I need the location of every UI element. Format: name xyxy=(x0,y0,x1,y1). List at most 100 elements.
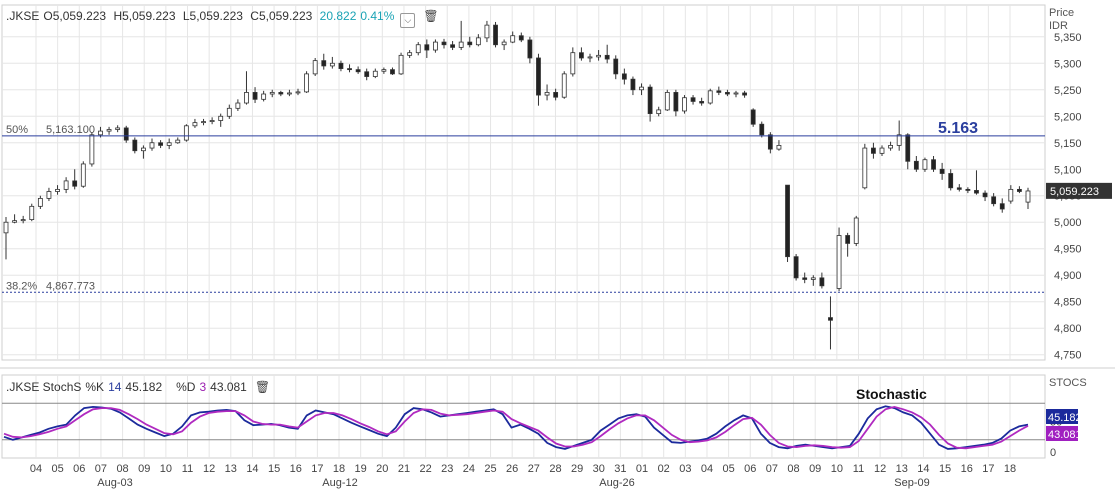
candle-body xyxy=(63,180,69,190)
trash-icon[interactable]: 🗑 xyxy=(254,380,271,394)
candle xyxy=(295,88,301,96)
candle xyxy=(630,76,636,96)
month-label: Sep-09 xyxy=(894,477,929,489)
candle-body xyxy=(999,203,1005,210)
candle xyxy=(922,157,928,172)
candle xyxy=(785,184,790,262)
candle-body xyxy=(613,58,619,75)
candle-body xyxy=(269,92,275,95)
candle xyxy=(269,89,275,98)
candle-body xyxy=(862,147,868,189)
candle xyxy=(965,187,971,194)
candle-body xyxy=(853,217,859,244)
fib-382-value: 4,867.773 xyxy=(46,280,95,292)
stoch-annotation: Stochastic xyxy=(856,386,927,402)
candle-body xyxy=(450,44,455,48)
candle-body xyxy=(501,41,507,46)
x-tick-label: 11 xyxy=(182,463,193,475)
x-tick-label: 10 xyxy=(831,463,843,475)
x-tick-label: 04 xyxy=(30,463,42,475)
candle xyxy=(252,87,258,104)
candle-body xyxy=(304,73,309,93)
candle-body xyxy=(767,134,773,150)
candle xyxy=(664,89,670,111)
k-period: 14 xyxy=(108,380,122,394)
x-tick-label: 17 xyxy=(982,463,994,475)
candle-body xyxy=(647,86,653,115)
candle-body xyxy=(98,130,103,136)
k-value-badge xyxy=(1046,409,1078,424)
candle-body xyxy=(510,35,516,43)
candle-body xyxy=(656,109,662,115)
candle-body xyxy=(785,184,790,258)
candle xyxy=(991,193,997,207)
candle-body xyxy=(673,92,679,112)
trash-icon[interactable]: 🗑 xyxy=(423,9,439,23)
x-tick-label: 30 xyxy=(593,463,605,475)
candle xyxy=(501,39,507,51)
d-label: %D xyxy=(176,380,196,394)
stoch-tick-label: 0 xyxy=(1050,447,1056,459)
x-tick-label: 25 xyxy=(484,463,496,475)
candle-body xyxy=(630,78,636,91)
candle xyxy=(467,36,473,48)
candle xyxy=(690,95,696,105)
candle-body xyxy=(596,54,601,58)
x-tick-label: 07 xyxy=(766,463,778,475)
candle-body xyxy=(89,134,95,165)
stoch-pane xyxy=(1,374,1046,459)
candle-body xyxy=(1017,188,1022,192)
candle xyxy=(132,137,138,154)
x-tick-label: 07 xyxy=(95,463,107,475)
candle xyxy=(63,177,69,194)
candle-body xyxy=(579,52,584,59)
candle-body xyxy=(725,92,730,95)
x-tick-label: 12 xyxy=(203,463,215,475)
candle xyxy=(862,143,868,190)
candle xyxy=(673,89,679,117)
candle xyxy=(235,99,241,111)
candle xyxy=(261,90,267,102)
candle-body xyxy=(879,147,885,154)
candle xyxy=(149,138,155,151)
candle xyxy=(72,169,78,190)
x-tick-label: 05 xyxy=(722,463,734,475)
candle-body xyxy=(441,41,447,46)
candle-body xyxy=(46,191,52,199)
candle-body xyxy=(390,69,395,75)
candle xyxy=(939,162,945,180)
candle xyxy=(579,47,584,61)
candle xyxy=(312,57,318,76)
candle xyxy=(905,133,911,170)
chevron-down-icon[interactable]: ⌵ xyxy=(400,13,416,28)
candle xyxy=(544,84,550,101)
candle xyxy=(553,88,559,101)
x-tick-label: 09 xyxy=(809,463,821,475)
x-tick-label: 23 xyxy=(441,463,453,475)
candle-body xyxy=(888,145,893,149)
candle xyxy=(398,52,404,75)
candle-body xyxy=(244,92,249,104)
candle-body xyxy=(72,180,78,187)
x-tick-label: 27 xyxy=(528,463,540,475)
candle xyxy=(793,254,799,281)
candle xyxy=(183,124,189,142)
candle xyxy=(810,275,816,286)
candle xyxy=(742,90,747,98)
x-tick-label: 04 xyxy=(701,463,713,475)
candle-body xyxy=(965,188,971,191)
candle-body xyxy=(235,102,241,109)
candle xyxy=(639,83,644,96)
candle-body xyxy=(561,73,567,98)
candle-body xyxy=(1008,188,1014,202)
candle xyxy=(750,108,756,127)
candle xyxy=(372,68,378,79)
candle xyxy=(621,68,627,85)
candle-body xyxy=(793,256,799,279)
candle-body xyxy=(742,92,747,96)
candle xyxy=(166,138,172,150)
candle xyxy=(845,232,851,257)
candle-body xyxy=(871,147,876,154)
last-price-badge xyxy=(1046,182,1112,199)
